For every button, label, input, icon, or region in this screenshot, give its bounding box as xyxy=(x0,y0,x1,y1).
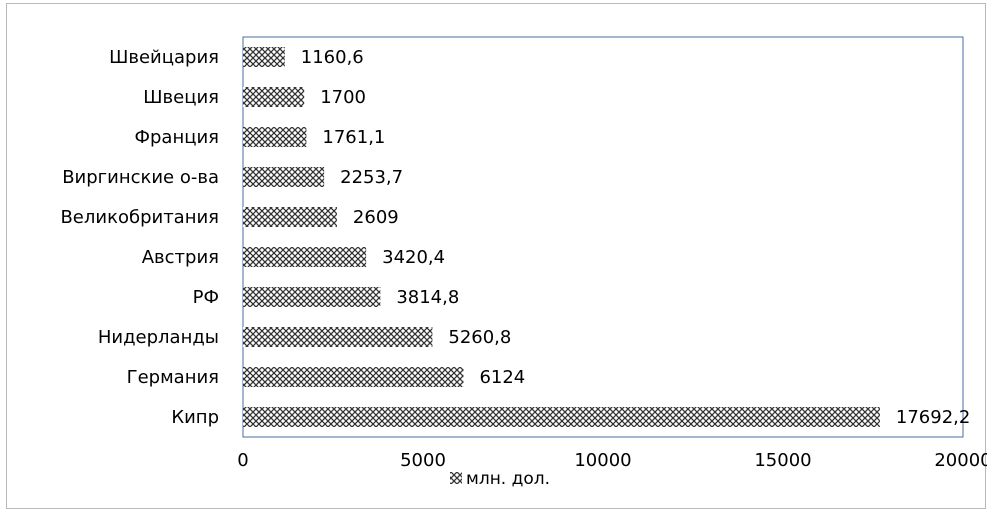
x-tick-label: 10000 xyxy=(574,450,631,471)
data-label: 6124 xyxy=(479,367,525,388)
bar xyxy=(243,207,337,227)
category-label: Австрия xyxy=(142,247,219,268)
category-label: Швейцария xyxy=(109,47,219,68)
category-labels: Кипр Германия Нидерланды РФ Австрия Великобри… xyxy=(60,47,219,428)
x-tick-label: 20000 xyxy=(934,450,987,471)
bar xyxy=(243,47,285,67)
data-label: 5260,8 xyxy=(448,327,511,348)
bar xyxy=(243,287,381,307)
x-tick-label: 5000 xyxy=(400,450,446,471)
category-label: Швеция xyxy=(143,87,219,108)
bar xyxy=(243,127,307,147)
bar xyxy=(243,367,464,387)
legend-label: млн. дол. xyxy=(466,469,550,489)
category-label: Великобритания xyxy=(60,207,219,228)
data-label: 2609 xyxy=(353,207,399,228)
legend-swatch xyxy=(450,472,462,484)
x-tick-label: 15000 xyxy=(754,450,811,471)
category-label: Франция xyxy=(135,127,220,148)
category-label: Нидерланды xyxy=(98,327,219,348)
category-label: РФ xyxy=(193,287,219,308)
bar xyxy=(243,87,305,107)
bar xyxy=(243,167,325,187)
bars-layer xyxy=(243,47,880,427)
x-tick-label: 0 xyxy=(237,450,248,471)
bar xyxy=(243,327,433,347)
data-label: 1160,6 xyxy=(301,47,364,68)
category-label: Германия xyxy=(127,367,219,388)
data-label: 3814,8 xyxy=(396,287,459,308)
category-label: Виргинские о-ва xyxy=(62,167,219,188)
data-label: 1700 xyxy=(320,87,366,108)
legend: млн. дол. xyxy=(450,469,550,489)
data-label: 2253,7 xyxy=(340,167,403,188)
x-axis-tick-labels: 0 5000 10000 15000 20000 xyxy=(237,450,987,471)
plot-area-border xyxy=(242,36,964,438)
data-label: 17692,2 xyxy=(896,407,970,428)
value-labels: 17692,2 6124 5260,8 3814,8 3420,4 2609 2253,7 1… xyxy=(301,47,971,428)
chart-frame: Кипр Германия Нидерланды РФ Австрия Великобри… xyxy=(6,3,987,509)
bar xyxy=(243,407,880,427)
data-label: 3420,4 xyxy=(382,247,445,268)
category-label: Кипр xyxy=(171,407,219,428)
bar-chart: Кипр Германия Нидерланды РФ Австрия Великобри… xyxy=(60,36,987,489)
data-label: 1761,1 xyxy=(322,127,385,148)
bar xyxy=(243,247,367,267)
